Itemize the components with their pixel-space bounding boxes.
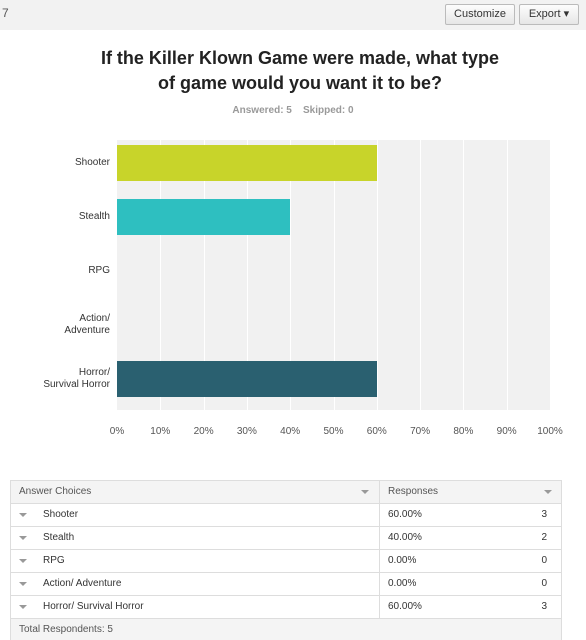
question-title: If the Killer Klown Game were made, what… <box>100 48 500 93</box>
response-count: 0 <box>541 555 547 566</box>
response-count: 0 <box>541 578 547 589</box>
row-caret[interactable] <box>19 536 27 540</box>
row-divider <box>11 618 561 619</box>
row-caret[interactable] <box>19 605 27 609</box>
grid-line <box>160 140 162 410</box>
column-divider <box>379 481 380 619</box>
response-percent: 60.00% <box>388 509 422 520</box>
export-button[interactable]: Export ▾ <box>519 4 579 25</box>
bar <box>117 199 291 235</box>
y-tick-label: Action/ Adventure <box>64 313 110 336</box>
y-tick-label: Horror/ Survival Horror <box>43 367 110 390</box>
x-tick-label: 40% <box>280 426 301 437</box>
header-cell: Responses <box>388 486 439 497</box>
answer-choice: Action/ Adventure <box>43 578 122 589</box>
x-tick-label: 60% <box>366 426 387 437</box>
answer-choice: Shooter <box>43 509 79 520</box>
response-percent: 0.00% <box>388 555 417 566</box>
skipped: Skipped: 0 <box>303 105 354 116</box>
row-divider <box>11 549 561 550</box>
response-count: 2 <box>541 532 547 543</box>
bar <box>117 361 377 397</box>
answer-choice: Horror/ Survival Horror <box>43 601 144 612</box>
row-divider <box>11 572 561 573</box>
export-label[interactable]: Export <box>528 8 561 20</box>
customize-button[interactable]: Customize <box>445 4 515 25</box>
x-tick-label: 70% <box>410 426 431 437</box>
x-tick-label: 20% <box>193 426 214 437</box>
x-tick-label: 90% <box>496 426 517 437</box>
row-caret[interactable] <box>19 559 27 563</box>
y-tick-label: Shooter <box>74 157 110 168</box>
response-percent: 0.00% <box>388 578 417 589</box>
grid-line <box>203 140 205 410</box>
table-footer-bg <box>11 619 561 640</box>
row-caret[interactable] <box>19 582 27 586</box>
question-number: 7 <box>2 6 9 20</box>
sort-caret[interactable] <box>544 490 552 494</box>
response-percent: 60.00% <box>388 601 422 612</box>
grid-line <box>506 140 508 410</box>
grid-line <box>420 140 422 410</box>
answer-choice: Stealth <box>43 532 75 543</box>
response-count: 3 <box>541 601 547 612</box>
y-tick-label: RPG <box>88 265 110 276</box>
grid-line <box>246 140 248 410</box>
x-tick-label: 100% <box>537 426 563 437</box>
row-divider <box>11 526 561 527</box>
response-percent: 40.00% <box>388 532 422 543</box>
x-tick-label: 10% <box>150 426 171 437</box>
x-tick-label: 0% <box>109 426 125 437</box>
x-tick-label: 30% <box>236 426 257 437</box>
x-tick-label: 50% <box>323 426 344 437</box>
table-header-bg <box>11 481 561 504</box>
grid-line <box>376 140 378 410</box>
answered: Answered: 5 <box>232 105 292 116</box>
answer-choice: RPG <box>43 555 65 566</box>
response-table: Answer Choices Responses Shooter 60.00% 3 Ste… <box>10 480 562 640</box>
row-divider <box>11 595 561 596</box>
grid-line <box>463 140 465 410</box>
table-footer: Total Respondents: 5 <box>19 624 113 635</box>
grid-line <box>290 140 292 410</box>
bar <box>117 145 377 181</box>
header-cell: Answer Choices <box>19 486 92 497</box>
response-count: 3 <box>541 509 547 520</box>
sort-caret[interactable] <box>361 490 369 494</box>
grid-line <box>333 140 335 410</box>
y-tick-label: Stealth <box>78 211 110 222</box>
x-tick-label: 80% <box>453 426 474 437</box>
answer-stats: Answered: 5 Skipped: 0 <box>0 105 586 116</box>
row-caret[interactable] <box>19 513 27 517</box>
